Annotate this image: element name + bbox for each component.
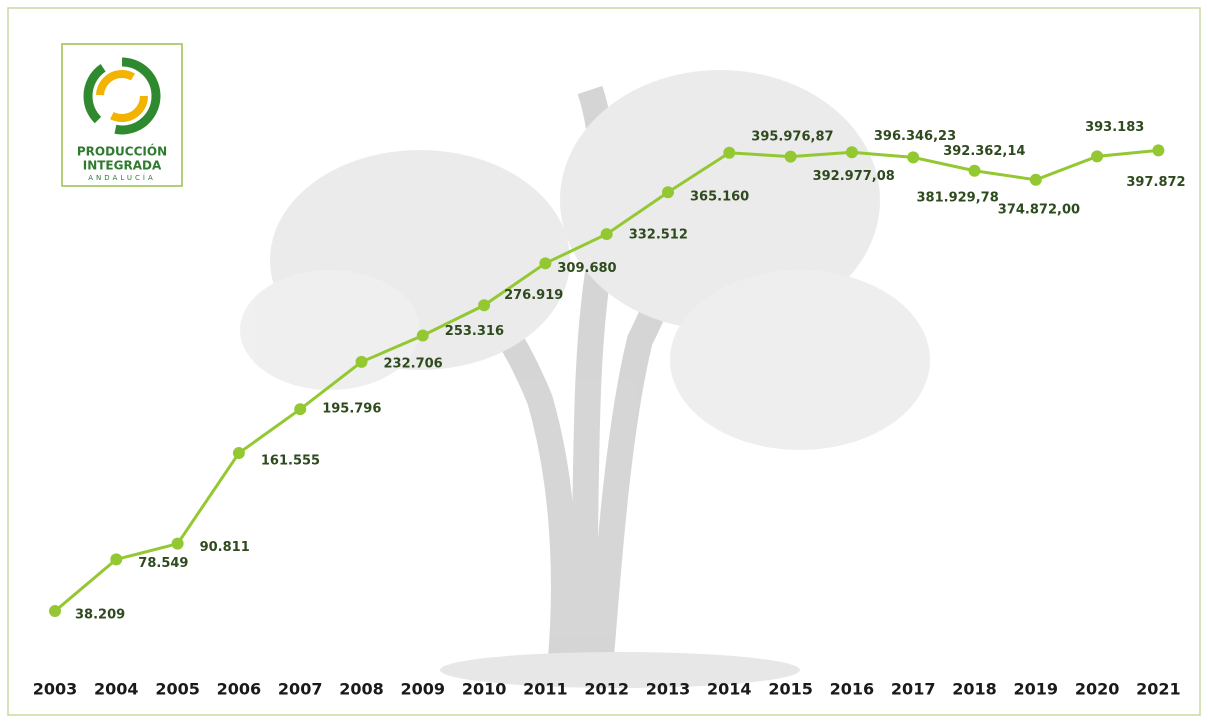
- point: [478, 299, 490, 311]
- x-tick-label: 2007: [278, 680, 323, 699]
- point: [172, 538, 184, 550]
- value-label: 396.346,23: [874, 129, 956, 144]
- logo-text: INTEGRADA: [83, 159, 162, 173]
- x-tick-label: 2010: [462, 680, 507, 699]
- value-label: 365.160: [690, 190, 749, 205]
- x-tick-label: 2011: [523, 680, 568, 699]
- point: [601, 228, 613, 240]
- point: [417, 330, 429, 342]
- point: [846, 146, 858, 158]
- value-label: 392.977,08: [813, 169, 895, 184]
- value-label: 78.549: [138, 556, 188, 571]
- x-tick-label: 2005: [155, 680, 200, 699]
- logo: PRODUCCIÓN INTEGRADA ANDALUCÍA: [62, 44, 182, 186]
- chart: PRODUCCIÓN INTEGRADA ANDALUCÍA 2003 2004 2…: [0, 0, 1208, 723]
- point: [969, 165, 981, 177]
- x-tick-label: 2017: [891, 680, 936, 699]
- point: [1030, 174, 1042, 186]
- x-tick-label: 2020: [1075, 680, 1120, 699]
- logo-text: ANDALUCÍA: [88, 173, 156, 182]
- value-label: 395.976,87: [751, 129, 833, 144]
- x-tick-label: 2006: [217, 680, 262, 699]
- point: [1091, 150, 1103, 162]
- value-label: 90.811: [200, 540, 250, 555]
- point: [110, 553, 122, 565]
- value-label: 253.316: [445, 324, 504, 339]
- x-tick-label: 2004: [94, 680, 139, 699]
- value-label: 276.919: [504, 288, 563, 303]
- x-tick-label: 2015: [768, 680, 813, 699]
- x-tick-label: 2003: [33, 680, 78, 699]
- logo-text: PRODUCCIÓN: [77, 144, 167, 159]
- value-label: 195.796: [322, 402, 381, 417]
- x-tick-label: 2019: [1014, 680, 1059, 699]
- point: [907, 151, 919, 163]
- value-label: 374.872,00: [998, 202, 1080, 217]
- point: [785, 151, 797, 163]
- x-tick-label: 2018: [952, 680, 997, 699]
- point: [723, 147, 735, 159]
- value-label: 392.362,14: [943, 144, 1025, 159]
- value-label: 397.872: [1126, 175, 1185, 190]
- point: [49, 605, 61, 617]
- point: [662, 186, 674, 198]
- x-tick-label: 2014: [707, 680, 752, 699]
- value-label: 161.555: [261, 454, 320, 469]
- x-tick-label: 2016: [830, 680, 875, 699]
- value-label: 393.183: [1085, 120, 1144, 135]
- x-tick-label: 2009: [401, 680, 446, 699]
- value-label: 38.209: [75, 608, 125, 623]
- value-label: 309.680: [557, 261, 616, 276]
- point: [356, 356, 368, 368]
- point: [539, 257, 551, 269]
- point: [1152, 144, 1164, 156]
- x-tick-label: 2013: [646, 680, 691, 699]
- x-tick-label: 2008: [339, 680, 384, 699]
- point: [233, 447, 245, 459]
- value-label: 232.706: [384, 356, 443, 371]
- point: [294, 403, 306, 415]
- value-label: 332.512: [629, 228, 688, 243]
- x-tick-label: 2021: [1136, 680, 1181, 699]
- x-tick-label: 2012: [584, 680, 629, 699]
- value-label: 381.929,78: [917, 190, 999, 205]
